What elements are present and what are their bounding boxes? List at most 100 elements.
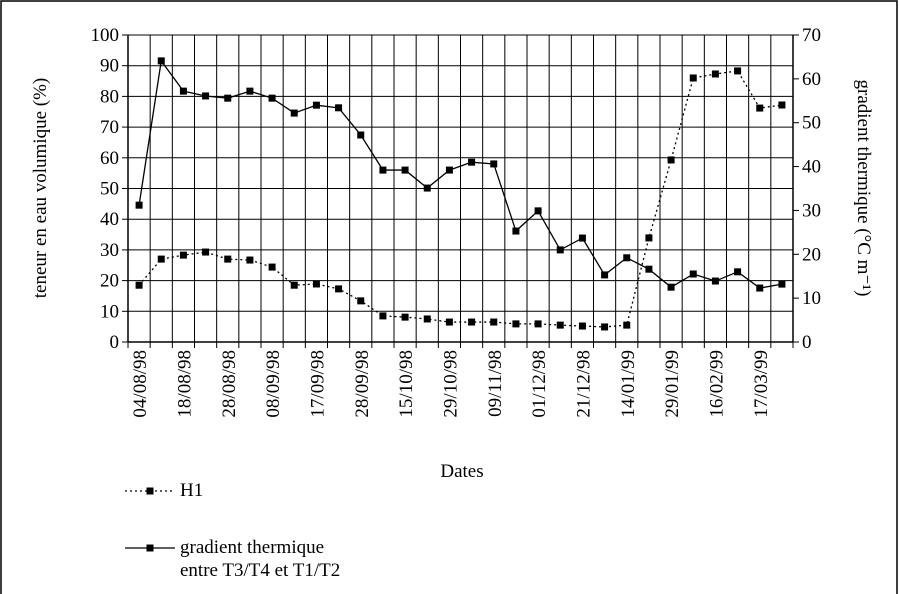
marker [135,281,143,289]
y-tick-label: 0 [110,332,120,353]
y2-tick-label: 30 [802,200,821,221]
y2-tick-label: 0 [802,332,812,353]
x-tick-label: 08/09/98 [263,350,284,418]
marker [202,92,210,100]
marker [357,131,365,139]
marker [423,184,431,192]
marker [401,166,409,174]
marker [445,166,453,174]
marker [689,74,697,82]
y-tick-label: 90 [100,56,119,77]
marker [667,283,675,291]
x-tick-label: 28/09/98 [352,350,373,418]
series-line [138,59,783,289]
marker [157,57,165,65]
x-tick-label: 15/10/98 [396,350,417,418]
marker [224,255,232,263]
y-tick-label: 30 [100,240,119,261]
marker [268,94,276,102]
marker [445,318,453,326]
marker [379,312,387,320]
marker [645,265,653,273]
y-tick-label: 20 [100,271,119,292]
y2-axis-title: gradient thermique (°C m⁻¹) [853,80,874,297]
marker [578,322,586,330]
marker [468,158,476,166]
marker [711,277,719,285]
marker [534,320,542,328]
x-tick-label: 14/01/99 [618,350,639,418]
marker [312,101,320,109]
y-tick-label: 10 [100,301,119,322]
marker [667,156,675,164]
marker [734,268,742,276]
marker [157,255,165,263]
y-tick-label: 40 [100,209,119,230]
y2-tick-label: 70 [802,25,821,46]
marker [756,284,764,292]
x-axis-title: Dates [440,461,483,482]
x-tick-label: 09/11/98 [485,350,506,417]
y2-tick-label: 10 [802,288,821,309]
legend-marker [146,544,154,552]
marker [534,207,542,215]
x-tick-label: 17/03/99 [751,350,772,418]
marker [778,101,786,109]
legend-label: H1 [180,480,204,501]
marker [512,320,520,328]
marker [778,280,786,288]
x-tick-label: 01/12/98 [529,350,550,418]
marker [711,70,719,78]
marker [179,251,187,259]
marker [268,263,276,271]
x-tick-label: 29/10/98 [440,350,461,418]
y-tick-label: 80 [100,86,119,107]
marker [202,248,210,256]
marker [423,315,431,323]
y-tick-label: 50 [100,179,119,200]
y2-tick-label: 50 [802,113,821,134]
marker [357,297,365,305]
marker [490,318,498,326]
y-axis-title: teneur en eau volumique (%) [30,78,51,299]
marker [246,87,254,95]
marker [556,246,564,254]
marker [335,285,343,293]
legend-label: gradient thermique entre T3/T4 et T1/T2 [180,537,341,581]
y2-tick-label: 40 [802,157,821,178]
marker [290,281,298,289]
marker [468,318,476,326]
marker [224,94,232,102]
marker [379,166,387,174]
marker [179,87,187,95]
marker [556,321,564,329]
marker [689,270,697,278]
marker [601,323,609,331]
marker [623,321,631,329]
marker [734,67,742,75]
x-tick-label: 21/12/98 [573,350,594,418]
y-tick-label: 60 [100,148,119,169]
marker [290,109,298,117]
marker [645,234,653,242]
marker [401,313,409,321]
x-tick-label: 18/08/98 [174,350,195,418]
legend-marker [146,487,154,495]
series-line [138,70,783,328]
y-tick-label: 100 [91,25,120,46]
y2-tick-label: 20 [802,244,821,265]
y-tick-label: 70 [100,117,119,138]
marker [512,227,520,235]
marker [135,201,143,209]
x-tick-label: 17/09/98 [307,350,328,418]
marker [490,160,498,168]
marker [623,254,631,262]
x-tick-label: 29/01/99 [662,350,683,418]
marker [246,256,254,264]
marker [601,271,609,279]
x-tick-label: 16/02/99 [706,350,727,418]
y2-tick-label: 60 [802,69,821,90]
